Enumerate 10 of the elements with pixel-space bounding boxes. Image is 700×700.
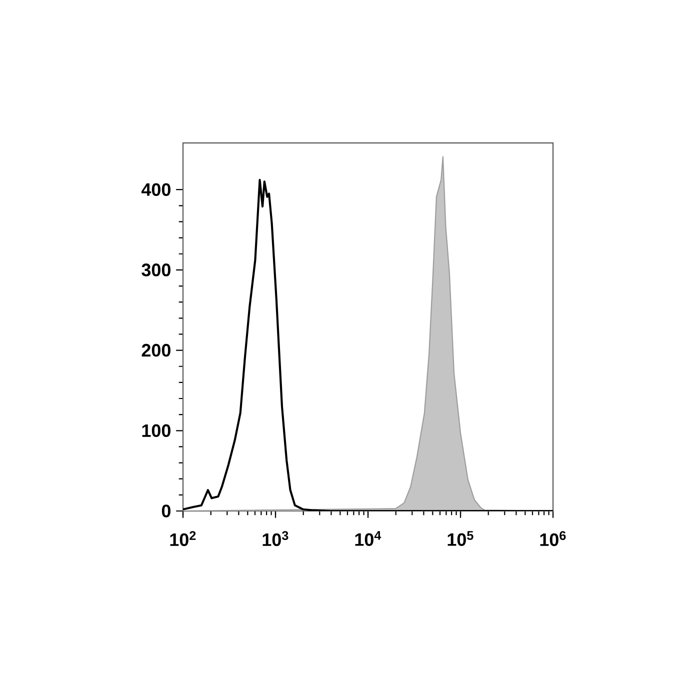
x-tick-label: 10$^{3}$ bbox=[262, 531, 288, 546]
x-tick-label: 10$^{5}$ bbox=[448, 531, 474, 546]
y-tick-label: 300 bbox=[142, 264, 170, 276]
y-tick-label: 400 bbox=[141, 183, 170, 196]
y-tick-label: 100 bbox=[142, 424, 170, 438]
y-tick-label: 200 bbox=[142, 344, 170, 357]
y-tick-label: 0 bbox=[162, 504, 170, 518]
x-tick-label: 10$^{4}$ bbox=[355, 531, 382, 546]
x-tick-label: 10$^{2}$ bbox=[170, 531, 196, 546]
x-tick-label: 10$^{6}$ bbox=[540, 531, 566, 546]
